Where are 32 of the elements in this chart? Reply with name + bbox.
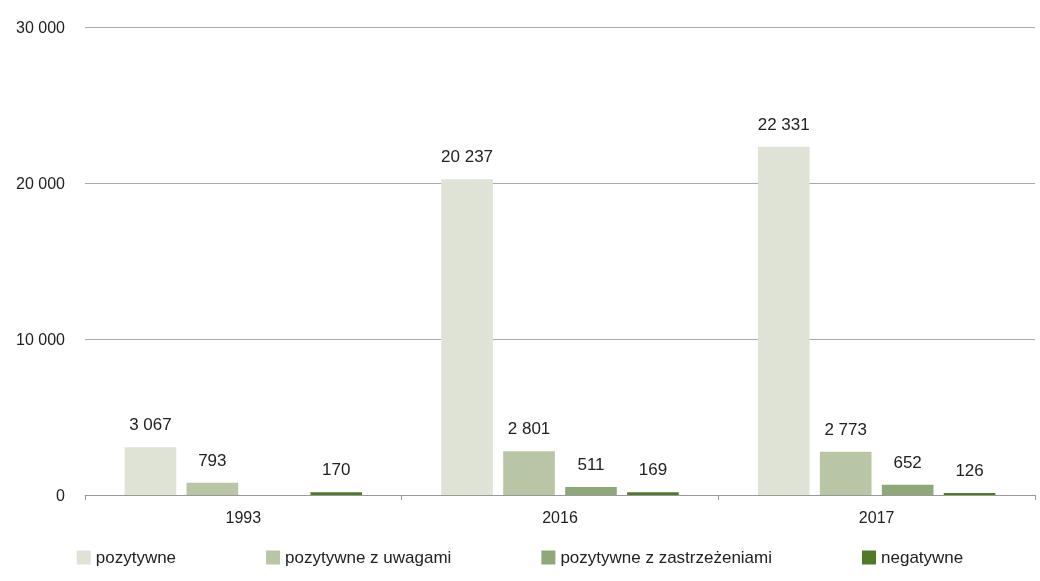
data-label: 511 <box>577 455 605 475</box>
y-tick-label: 30 000 <box>16 18 66 36</box>
x-tick-label: 1993 <box>225 508 262 526</box>
x-tick-label: 2016 <box>542 508 578 526</box>
data-label: 2 801 <box>507 419 551 439</box>
y-tick-label: 10 000 <box>16 330 66 348</box>
bar <box>310 492 363 495</box>
legend-label: pozytywne z uwagami <box>285 548 452 567</box>
y-tick-label: 0 <box>56 486 66 504</box>
legend-label: negatywne <box>881 548 964 567</box>
data-label: 126 <box>955 461 984 481</box>
data-label: 169 <box>638 460 668 480</box>
y-tick-label: 20 000 <box>16 174 66 192</box>
data-label: 3 067 <box>129 415 172 435</box>
bar <box>881 484 934 495</box>
data-label: 2 773 <box>824 419 867 439</box>
legend-label: pozytywne <box>95 548 177 567</box>
bar <box>819 451 872 495</box>
bar <box>627 492 679 495</box>
bar <box>503 451 555 495</box>
x-tick-label: 2017 <box>858 508 895 526</box>
bar <box>441 179 493 495</box>
data-label: 170 <box>322 460 351 480</box>
bar <box>186 482 239 495</box>
bar <box>124 447 177 495</box>
data-label: 793 <box>198 450 227 470</box>
bar <box>565 487 617 495</box>
data-label: 22 331 <box>757 114 810 134</box>
data-label: 20 237 <box>441 147 494 167</box>
legend-label: pozytywne z zastrzeżeniami <box>560 548 773 567</box>
bar <box>757 146 810 495</box>
data-label: 652 <box>893 452 922 472</box>
